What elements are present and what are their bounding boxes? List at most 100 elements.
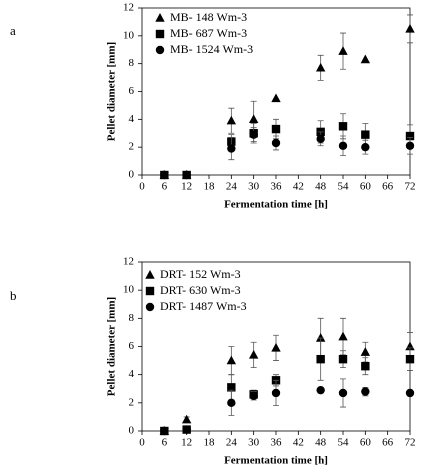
y-tick-label: 12 [123, 256, 134, 268]
legend-label: MB- 687 Wm-3 [170, 26, 247, 40]
legend-label: DRT- 630 Wm-3 [160, 283, 241, 297]
legend-marker [155, 45, 165, 55]
x-tick-label: 48 [315, 437, 327, 449]
point [338, 141, 348, 150]
point [405, 354, 415, 364]
point [248, 349, 259, 359]
x-axis-title: Fermentation time [h] [224, 199, 328, 211]
point [405, 131, 415, 141]
x-tick-label: 0 [139, 437, 145, 449]
y-tick-label: 0 [129, 169, 135, 181]
legend-marker [145, 302, 155, 312]
y-axis-title: Pellet diameter [mm] [106, 297, 118, 396]
point [271, 138, 281, 148]
point [338, 388, 348, 398]
point [338, 354, 348, 364]
y-tick-label: 2 [129, 396, 135, 408]
point [271, 124, 281, 134]
x-tick-label: 0 [139, 181, 145, 193]
y-tick-label: 10 [123, 284, 135, 296]
x-tick-label: 54 [338, 437, 350, 449]
y-tick-label: 6 [129, 340, 135, 352]
point [360, 347, 371, 356]
y-axis-title: Pellet diameter [mm] [106, 42, 118, 141]
y-tick-label: 6 [129, 85, 135, 97]
point [249, 130, 258, 139]
x-tick-label: 18 [204, 181, 216, 193]
point [181, 414, 192, 424]
panel-label: b [10, 288, 17, 303]
point [226, 115, 237, 125]
x-tick-label: 66 [382, 181, 394, 193]
x-tick-label: 30 [248, 437, 260, 449]
legend-label: MB- 148 Wm-3 [170, 10, 247, 24]
x-tick-label: 60 [360, 181, 372, 193]
y-tick-label: 8 [129, 57, 135, 69]
point [249, 391, 258, 400]
point [338, 46, 348, 55]
point [248, 114, 259, 124]
legend-marker [145, 270, 155, 279]
x-tick-label: 6 [162, 437, 168, 449]
point [271, 388, 281, 398]
y-tick-label: 8 [129, 312, 135, 324]
point [226, 355, 237, 365]
legend-marker [155, 13, 165, 22]
point [316, 134, 325, 144]
point [271, 342, 281, 352]
point [227, 398, 236, 408]
x-tick-label: 54 [338, 181, 350, 193]
point [338, 331, 348, 341]
x-tick-label: 30 [248, 181, 260, 193]
point [315, 333, 326, 342]
point [361, 362, 370, 371]
legend-label: MB- 1524 Wm-3 [170, 42, 253, 56]
point [182, 425, 191, 434]
point [405, 141, 415, 150]
legend-marker [155, 29, 165, 39]
x-tick-label: 36 [271, 181, 283, 193]
x-tick-label: 12 [181, 181, 192, 193]
point [316, 354, 325, 364]
x-axis-title: Fermentation time [h] [224, 455, 328, 467]
y-tick-label: 10 [123, 29, 135, 41]
x-tick-label: 42 [293, 181, 304, 193]
x-tick-label: 36 [271, 437, 283, 449]
legend-marker [145, 286, 155, 296]
x-tick-label: 42 [293, 437, 304, 449]
point [361, 142, 370, 152]
x-tick-label: 24 [226, 437, 238, 449]
point [405, 388, 415, 398]
x-tick-label: 12 [181, 437, 192, 449]
point [405, 23, 415, 33]
point [160, 426, 169, 436]
point [360, 54, 371, 64]
legend-label: DRT- 152 Wm-3 [160, 267, 241, 281]
y-tick-label: 2 [129, 141, 135, 153]
y-tick-label: 4 [129, 368, 135, 380]
point [271, 93, 281, 103]
y-tick-label: 12 [123, 2, 134, 14]
point [227, 144, 236, 153]
point [316, 385, 325, 395]
x-tick-label: 24 [226, 181, 238, 193]
x-tick-label: 6 [162, 181, 168, 193]
point [338, 122, 348, 131]
x-tick-label: 48 [315, 181, 327, 193]
point [182, 170, 191, 180]
x-tick-label: 72 [405, 181, 416, 193]
x-tick-label: 60 [360, 437, 372, 449]
x-tick-label: 66 [382, 437, 394, 449]
y-tick-label: 4 [129, 113, 135, 125]
point [160, 170, 169, 180]
x-tick-label: 72 [405, 437, 416, 449]
point [227, 383, 236, 392]
legend-label: DRT- 1487 Wm-3 [160, 299, 247, 313]
x-tick-label: 18 [204, 437, 216, 449]
point [361, 387, 370, 396]
point [315, 62, 326, 72]
panel-label: a [10, 23, 16, 38]
point [361, 130, 370, 139]
